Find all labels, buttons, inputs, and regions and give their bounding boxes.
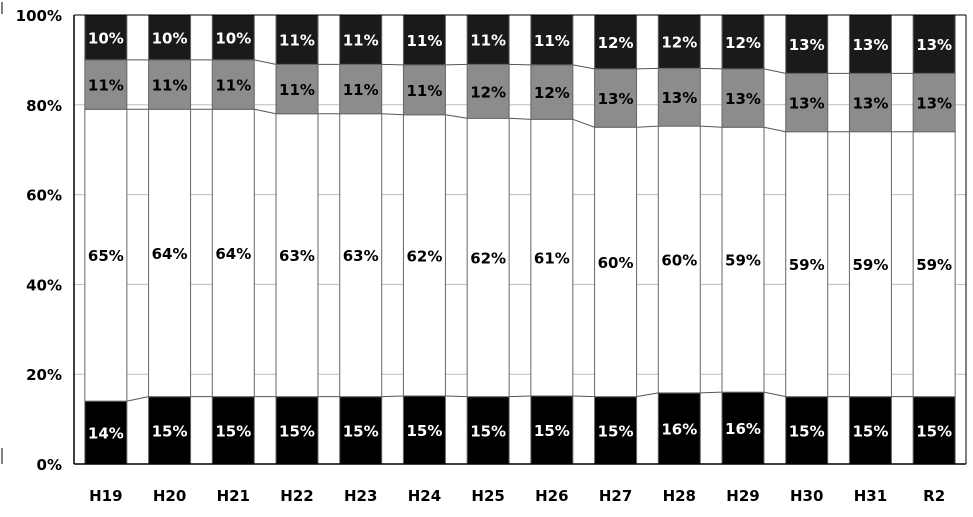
series-connector: [382, 114, 404, 115]
series-connector: [509, 118, 531, 119]
data-label: 10%: [152, 29, 188, 47]
data-label: 14%: [88, 425, 124, 443]
data-label: 13%: [852, 36, 888, 54]
data-label: 16%: [725, 420, 761, 438]
data-label: 63%: [343, 247, 379, 265]
data-label: 62%: [406, 247, 442, 265]
data-label: 11%: [279, 81, 315, 99]
series-connector: [382, 396, 404, 397]
data-label: 11%: [279, 32, 315, 50]
data-label: 15%: [406, 422, 442, 440]
data-label: 13%: [916, 95, 952, 113]
data-label: 11%: [470, 32, 506, 50]
data-label: 15%: [343, 422, 379, 440]
series-connector: [573, 396, 595, 397]
series-connector: [445, 115, 467, 118]
data-label: 65%: [88, 247, 124, 265]
data-label: 13%: [789, 95, 825, 113]
data-label: 13%: [661, 89, 697, 107]
data-label: 12%: [725, 34, 761, 52]
series-connector: [764, 127, 786, 131]
data-label: 11%: [88, 77, 124, 95]
data-label: 62%: [470, 249, 506, 267]
series-connector: [764, 392, 786, 396]
series-connector: [700, 126, 722, 127]
data-label: 15%: [534, 422, 570, 440]
series-connector: [127, 397, 149, 401]
data-label: 15%: [852, 422, 888, 440]
data-label: 12%: [598, 34, 634, 52]
data-label: 15%: [152, 422, 188, 440]
series-connector: [700, 392, 722, 393]
data-label: 15%: [916, 422, 952, 440]
data-label: 15%: [470, 422, 506, 440]
series-connector: [700, 68, 722, 69]
data-label: 59%: [725, 252, 761, 270]
y-tick-label: 20%: [26, 366, 62, 384]
data-label: 13%: [916, 36, 952, 54]
y-tick-label: 0%: [37, 456, 62, 474]
series-connector: [573, 65, 595, 69]
data-label: 15%: [215, 422, 251, 440]
x-tick-label: H25: [471, 487, 504, 505]
x-tick-label: R2: [923, 487, 945, 505]
x-tick-label: H21: [217, 487, 250, 505]
y-tick-label: 60%: [26, 187, 62, 205]
x-tick-label: H29: [726, 487, 759, 505]
x-tick-label: H23: [344, 487, 377, 505]
y-tick-label: 80%: [26, 97, 62, 115]
series-connector: [637, 126, 659, 127]
data-label: 10%: [88, 29, 124, 47]
data-label: 59%: [789, 256, 825, 274]
data-label: 64%: [215, 245, 251, 263]
series-connector: [637, 393, 659, 397]
data-label: 11%: [343, 81, 379, 99]
series-connector: [254, 109, 276, 113]
data-label: 60%: [661, 252, 697, 270]
data-label: 11%: [534, 32, 570, 50]
data-label: 12%: [534, 84, 570, 102]
data-label: 15%: [789, 422, 825, 440]
y-tick-label: 100%: [16, 7, 62, 25]
data-label: 59%: [852, 256, 888, 274]
data-label: 15%: [279, 422, 315, 440]
y-tick-label: 40%: [26, 276, 62, 294]
series-connector: [254, 60, 276, 64]
data-label: 16%: [661, 420, 697, 438]
x-tick-label: H28: [663, 487, 696, 505]
data-label: 59%: [916, 256, 952, 274]
data-label: 64%: [152, 245, 188, 263]
x-tick-label: H22: [280, 487, 313, 505]
x-tick-label: H30: [790, 487, 823, 505]
data-label: 12%: [470, 83, 506, 101]
x-tick-label: H20: [153, 487, 186, 505]
data-label: 60%: [598, 254, 634, 272]
series-connector: [445, 396, 467, 397]
data-label: 11%: [406, 32, 442, 50]
data-label: 11%: [343, 32, 379, 50]
data-label: 11%: [406, 82, 442, 100]
data-label: 13%: [789, 36, 825, 54]
data-label: 13%: [725, 90, 761, 108]
x-tick-label: H31: [854, 487, 887, 505]
series-connector: [509, 396, 531, 397]
series-connector: [637, 68, 659, 69]
data-label: 10%: [215, 29, 251, 47]
series-connector: [573, 119, 595, 127]
data-label: 13%: [598, 90, 634, 108]
data-label: 11%: [152, 77, 188, 95]
data-label: 61%: [534, 250, 570, 268]
x-tick-label: H26: [535, 487, 568, 505]
data-label: 63%: [279, 247, 315, 265]
data-label: 13%: [852, 95, 888, 113]
data-label: 15%: [598, 422, 634, 440]
series-connector: [764, 69, 786, 73]
x-tick-label: H27: [599, 487, 632, 505]
x-tick-label: H19: [89, 487, 122, 505]
data-label: 11%: [215, 77, 251, 95]
data-label: 12%: [661, 34, 697, 52]
x-tick-label: H24: [408, 487, 441, 505]
